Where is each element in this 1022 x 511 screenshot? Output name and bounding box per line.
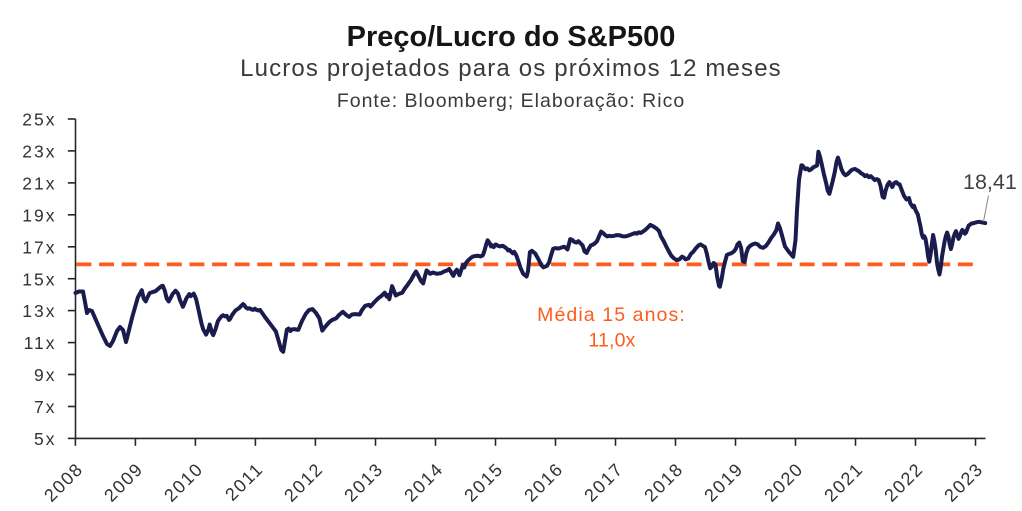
svg-text:Fonte: Bloomberg; Elaboração:: Fonte: Bloomberg; Elaboração: Rico (337, 90, 685, 112)
svg-text:25x: 25x (22, 110, 56, 130)
svg-text:18,41: 18,41 (963, 170, 1017, 194)
svg-text:9x: 9x (34, 365, 56, 385)
svg-text:11,0x: 11,0x (588, 330, 635, 352)
svg-text:Lucros projetados para os próx: Lucros projetados para os próximos 12 me… (240, 55, 782, 82)
svg-text:21x: 21x (22, 174, 56, 194)
svg-text:13x: 13x (22, 301, 56, 321)
svg-text:23x: 23x (22, 142, 56, 162)
svg-text:Preço/Lucro do S&P500: Preço/Lucro do S&P500 (347, 21, 676, 53)
svg-text:11x: 11x (24, 333, 57, 353)
svg-text:19x: 19x (22, 205, 56, 225)
svg-text:15x: 15x (22, 269, 56, 289)
svg-text:5x: 5x (34, 429, 56, 449)
svg-text:Média 15 anos:: Média 15 anos: (537, 304, 686, 326)
svg-text:17x: 17x (22, 237, 56, 257)
svg-text:7x: 7x (34, 397, 56, 417)
